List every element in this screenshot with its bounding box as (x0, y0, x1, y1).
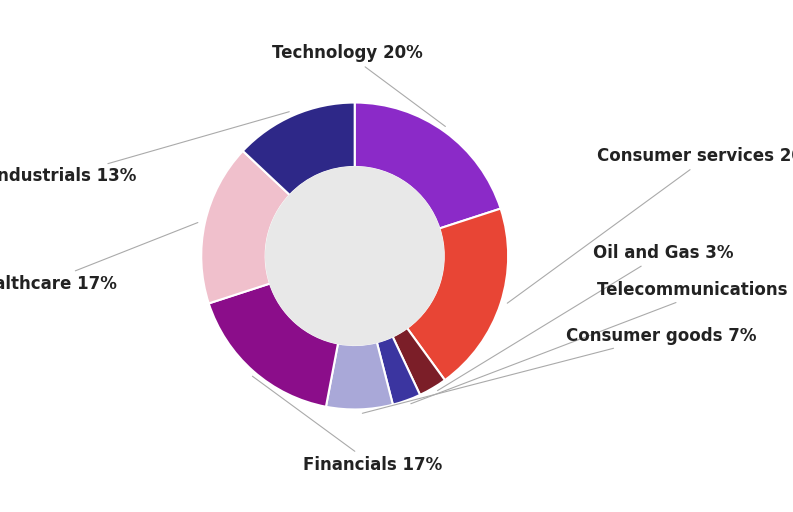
Wedge shape (393, 328, 445, 395)
Circle shape (266, 167, 444, 345)
Text: Financials 17%: Financials 17% (252, 376, 442, 474)
Text: Industrials 13%: Industrials 13% (0, 112, 289, 185)
Wedge shape (377, 336, 420, 404)
Text: Technology 20%: Technology 20% (272, 45, 446, 126)
Wedge shape (354, 102, 500, 228)
Text: Healthcare 17%: Healthcare 17% (0, 223, 197, 293)
Wedge shape (243, 102, 354, 195)
Wedge shape (209, 284, 338, 407)
Text: Consumer goods 7%: Consumer goods 7% (362, 327, 757, 413)
Text: Consumer services 20%: Consumer services 20% (508, 147, 793, 303)
Text: Telecommunications 3%: Telecommunications 3% (411, 281, 793, 404)
Wedge shape (326, 342, 393, 410)
Text: Oil and Gas 3%: Oil and Gas 3% (438, 244, 733, 391)
Wedge shape (201, 151, 289, 304)
Wedge shape (407, 208, 508, 380)
